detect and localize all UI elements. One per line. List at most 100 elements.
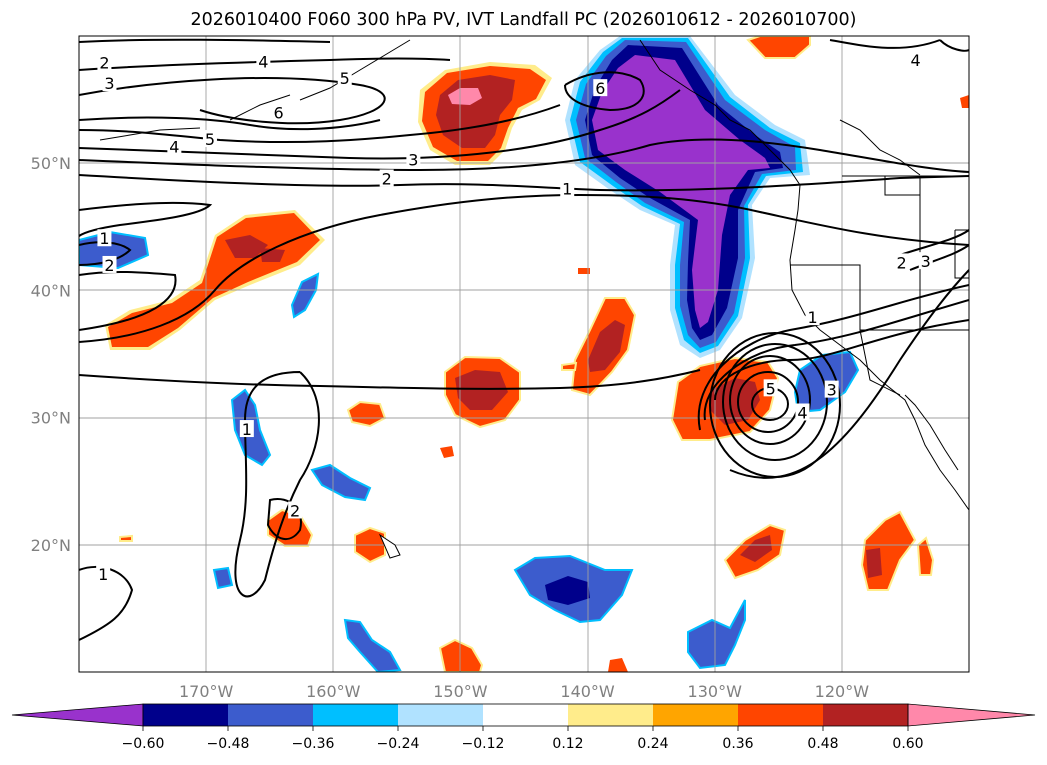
lat-label: 30°N [31,409,71,428]
positive-anomaly-region [960,95,969,108]
colorbar-tick-label: −0.36 [292,736,335,752]
pv-contours [79,38,969,641]
map-frame [78,35,970,673]
contour-label: 2 [382,169,392,188]
contour-label-bg [97,229,112,247]
contour-label-bg [894,253,909,271]
colorbar: −0.60 −0.48 −0.36 −0.24 −0.12 0.12 0.24 0.36 0.4… [11,703,1036,752]
negative-anomaly-region [545,576,590,605]
negative-anomaly-region [343,618,402,672]
colorbar-segment [653,704,738,726]
lon-label: 130°W [688,682,743,701]
colorbar-tick-label: −0.60 [122,736,165,752]
contour-label: 3 [408,150,418,169]
contour-label: 3 [827,381,837,400]
positive-anomaly-region [346,400,387,428]
lon-label: 160°W [306,682,361,701]
positive-anomaly-region [561,361,578,371]
positive-anomaly-region [119,534,133,542]
positive-anomaly-region [225,235,268,258]
positive-anomaly-region [740,535,772,562]
contour-label-bg [102,74,117,92]
positive-anomaly-region [588,320,625,372]
contour-label: 5 [205,130,215,149]
lat-label: 20°N [31,536,71,555]
contour-label-bg [824,380,839,398]
contour-label: 2 [99,54,109,73]
contour-label: 6 [274,103,284,122]
positive-anomaly-region [108,213,320,347]
positive-anomaly-region [746,36,811,59]
lat-label: 50°N [31,154,71,173]
contour-label-bg [406,150,421,168]
colorbar-tick-label: 0.24 [637,736,668,752]
colorbar-segment [483,704,568,726]
negative-anomaly-region [592,55,770,328]
colorbar-tick-label: 0.12 [552,736,583,752]
colorbar-segment [738,704,823,726]
contour-label: 6 [595,79,605,98]
colorbar-extend-max [907,703,1036,727]
positive-anomaly-region [608,658,628,672]
contour-label: 4 [797,404,807,423]
contour-label: 2 [897,253,907,272]
contour-label: 4 [169,138,179,157]
colorbar-extend-min [11,703,144,727]
lon-label: 150°W [433,682,488,701]
colorbar-segment [313,704,398,726]
negative-anomaly-region [290,272,320,319]
shaded-field [79,36,969,672]
positive-anomaly-region [448,88,482,105]
colorbar-tick-label: 0.60 [892,736,923,752]
contour-label-bg [288,501,303,519]
colorbar-segment [143,704,228,726]
colorbar-tick-label: 0.36 [722,736,753,752]
contour-label-bg [271,103,286,121]
contour-label: 4 [911,51,921,70]
colorbar-segment [568,704,653,726]
colorbar-tick-label: −0.12 [462,736,505,752]
contour-label-bg [593,79,608,97]
contour-label: 1 [562,180,572,199]
lat-label: 40°N [31,281,71,300]
colorbar-frame [142,703,909,727]
contour-label-bg [167,137,182,155]
colorbar-tick-label: −0.24 [377,736,420,752]
lon-label: 140°W [560,682,615,701]
positive-anomaly-region [438,638,484,672]
colorbar-segment [398,704,483,726]
positive-anomaly-region [455,370,508,410]
contour-label: 1 [98,565,108,584]
contour-label: 2 [104,256,114,275]
negative-anomaly-region [310,463,372,502]
contour-label: 1 [99,229,109,248]
contour-label-bg [239,420,254,438]
contour-label-bg [202,130,217,148]
positive-anomaly-region [440,446,454,458]
negative-anomaly-region [212,566,234,590]
contour-label-bg [918,252,933,270]
positive-anomaly-region [710,378,760,425]
colorbar-tick-label: 0.48 [807,736,838,752]
contour-label-bg [337,68,352,86]
latitude-labels: 50°N 40°N 30°N 20°N [31,154,71,555]
gridlines [79,36,969,672]
lon-label: 120°W [815,682,870,701]
contour-label: 5 [766,379,776,398]
positive-anomaly-region [578,268,590,274]
contour-label: 1 [242,420,252,439]
contour-label-bg [795,403,810,421]
contour-label-bg [96,565,111,583]
contour-label-bg [97,53,112,71]
contour-label: 2 [290,501,300,520]
figure-title: 2026010400 F060 300 hPa PV, IVT Landfall… [190,10,857,30]
contour-label: 1 [808,308,818,327]
longitude-labels: 170°W 160°W 150°W 140°W 130°W 120°W [179,682,869,701]
colorbar-segment [823,704,908,726]
contour-label: 4 [258,52,268,71]
contour-label: 3 [104,74,114,93]
